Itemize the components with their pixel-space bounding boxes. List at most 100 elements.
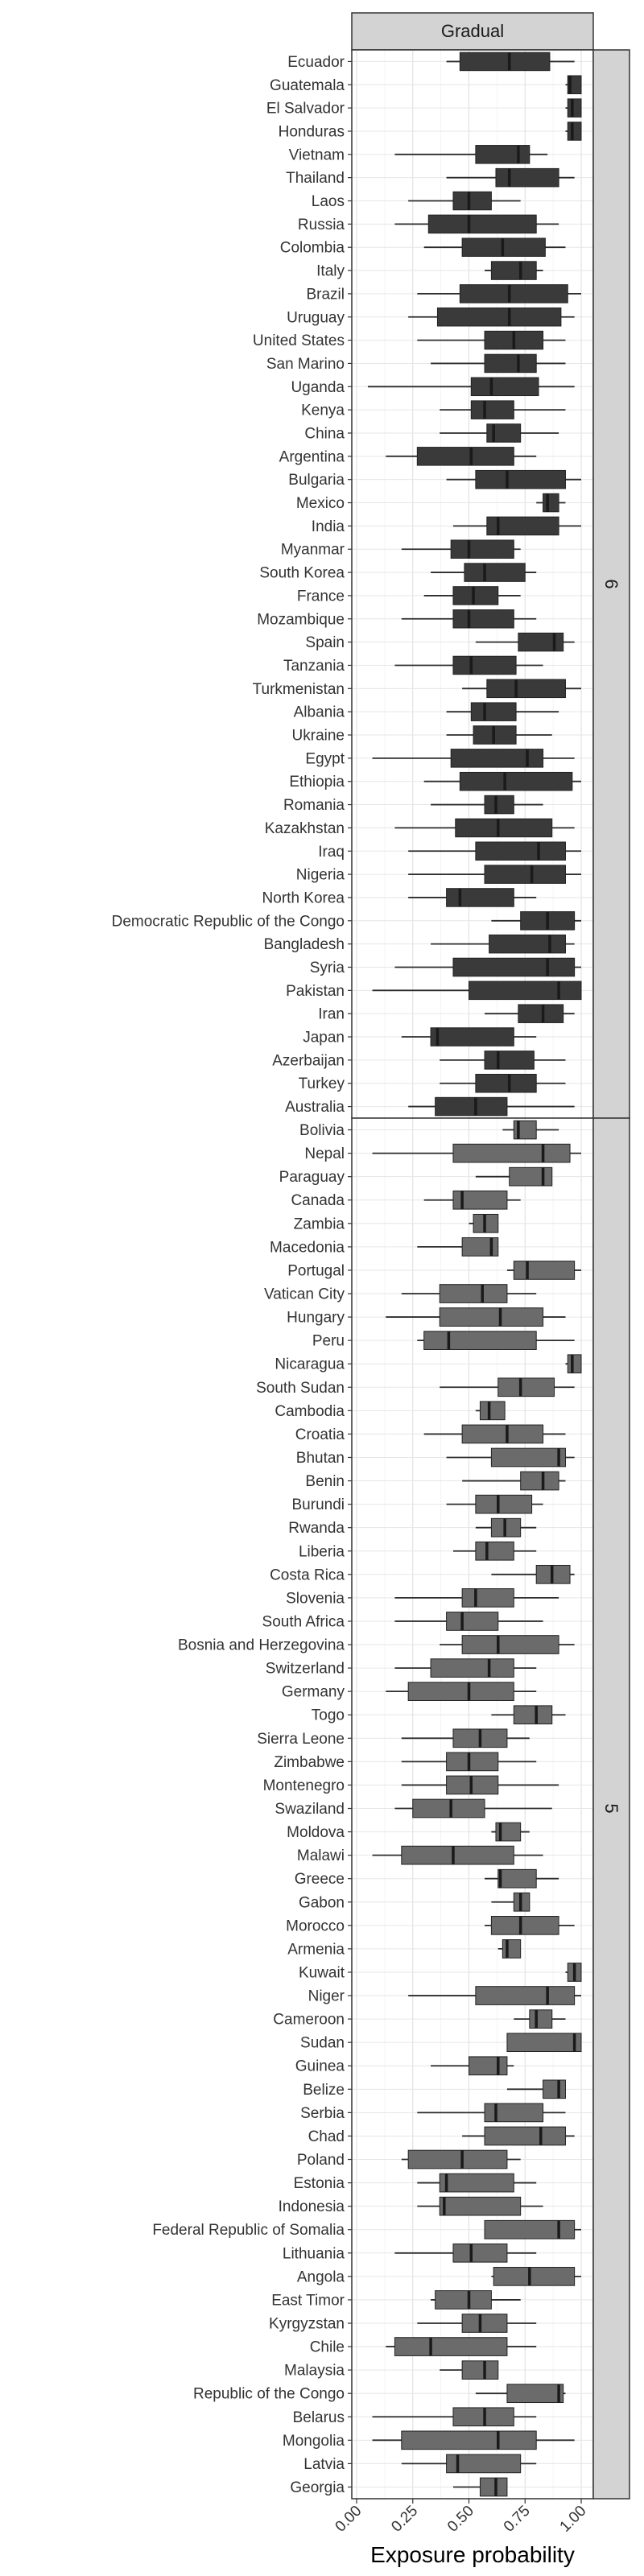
- x-tick-label: 1.00: [557, 2503, 590, 2536]
- box: [470, 400, 514, 419]
- y-tick-label: Azerbaijan: [272, 1052, 345, 1069]
- y-tick-label: China: [304, 425, 345, 442]
- x-tick-label: 0.25: [388, 2503, 421, 2536]
- y-tick-label: Syria: [310, 960, 345, 976]
- box-row: [484, 2219, 581, 2240]
- y-tick-label: Bosnia and Herzegovina: [178, 1637, 345, 1654]
- y-tick-label: North Korea: [262, 890, 345, 906]
- box-row: [394, 957, 581, 977]
- box: [452, 609, 514, 629]
- y-tick-label: Germany: [282, 1684, 345, 1701]
- box: [543, 2079, 566, 2099]
- box-row: [417, 1331, 575, 1350]
- y-tick-label: Iran: [318, 1006, 345, 1023]
- box: [452, 1143, 571, 1163]
- box: [455, 818, 553, 838]
- y-tick-label: Cambodia: [275, 1403, 345, 1420]
- box: [486, 516, 559, 536]
- y-tick-label: San Marino: [266, 356, 345, 373]
- box-row: [469, 1213, 499, 1233]
- box: [469, 980, 582, 1001]
- y-tick-label: Republic of the Congo: [193, 2386, 345, 2403]
- box: [435, 2290, 492, 2310]
- y-tick-label: Bhutan: [296, 1450, 345, 1467]
- box-row: [462, 679, 581, 699]
- box-row: [440, 400, 566, 419]
- column-strip: [351, 12, 594, 51]
- y-tick-label: Turkmenistan: [253, 681, 345, 698]
- y-tick-label: Rwanda: [288, 1520, 345, 1537]
- y-tick-label: Belize: [303, 2082, 345, 2099]
- box: [394, 2337, 508, 2356]
- box: [446, 1612, 499, 1631]
- box-row: [565, 75, 582, 95]
- y-tick-label: Mozambique: [257, 611, 345, 628]
- y-tick-label: Burundi: [292, 1496, 345, 1513]
- box: [486, 679, 566, 699]
- y-tick-label: Pakistan: [286, 983, 345, 1000]
- y-tick-label: Armenia: [287, 1941, 345, 1958]
- column-strip-label: Gradual: [441, 21, 504, 41]
- y-tick-label: El Salvador: [266, 101, 345, 118]
- y-tick-label: Japan: [303, 1030, 345, 1046]
- box-row: [408, 841, 581, 861]
- box: [543, 493, 559, 513]
- box-row: [386, 1307, 566, 1327]
- box-row: [394, 1798, 552, 1818]
- box-row: [401, 2454, 537, 2474]
- y-tick-label: Morocco: [286, 1918, 345, 1934]
- box: [452, 586, 499, 605]
- box-row: [408, 191, 521, 211]
- y-tick-label: Bangladesh: [264, 936, 345, 953]
- box: [495, 1822, 522, 1842]
- box: [493, 2267, 576, 2286]
- box-row: [565, 1354, 582, 1374]
- y-tick-label: India: [312, 518, 345, 535]
- y-tick-label: Greece: [295, 1871, 345, 1888]
- facet-panel-5: Bolivia Nepal Paraguay Canada Zambia Macedoni…: [152, 1117, 630, 2500]
- box: [452, 957, 576, 977]
- y-tick-label: Benin: [305, 1473, 345, 1490]
- box: [461, 1424, 544, 1444]
- box: [475, 469, 566, 489]
- box: [450, 749, 544, 768]
- y-tick-label: Switzerland: [266, 1661, 345, 1678]
- box-row: [417, 2103, 566, 2123]
- box: [452, 191, 492, 211]
- y-tick-label: Brazil: [306, 286, 345, 303]
- y-tick-label: Kyrgyzstan: [269, 2315, 345, 2332]
- row-strip: [592, 49, 630, 1119]
- box-row: [408, 1096, 575, 1117]
- box: [475, 1494, 533, 1514]
- box: [461, 2314, 508, 2333]
- y-tick-label: Romania: [283, 797, 345, 814]
- box-row: [485, 1004, 575, 1023]
- box: [490, 1447, 566, 1468]
- box-row: [446, 167, 575, 188]
- box-row: [401, 1027, 537, 1046]
- box: [430, 1658, 514, 1678]
- box: [518, 1004, 564, 1023]
- box-row: [452, 516, 581, 536]
- box-row: [565, 122, 582, 141]
- box-row: [372, 980, 582, 1001]
- box-row: [408, 865, 581, 884]
- box-row: [394, 1658, 537, 1678]
- box-row: [491, 1564, 575, 1584]
- y-tick-label: Albania: [294, 704, 345, 721]
- box: [475, 1541, 514, 1561]
- box-row: [372, 1845, 543, 1865]
- y-tick-label: Macedonia: [270, 1239, 345, 1256]
- box-row: [446, 52, 575, 72]
- box: [497, 1377, 555, 1397]
- box: [427, 214, 537, 234]
- box-row: [401, 539, 521, 559]
- y-tick-label: Croatia: [295, 1426, 345, 1443]
- box-row: [394, 1612, 543, 1631]
- y-tick-label: Kuwait: [299, 1964, 345, 1981]
- y-tick-label: Latvia: [303, 2456, 345, 2473]
- box-row: [440, 423, 559, 443]
- box: [461, 2360, 499, 2380]
- box-row: [401, 609, 537, 629]
